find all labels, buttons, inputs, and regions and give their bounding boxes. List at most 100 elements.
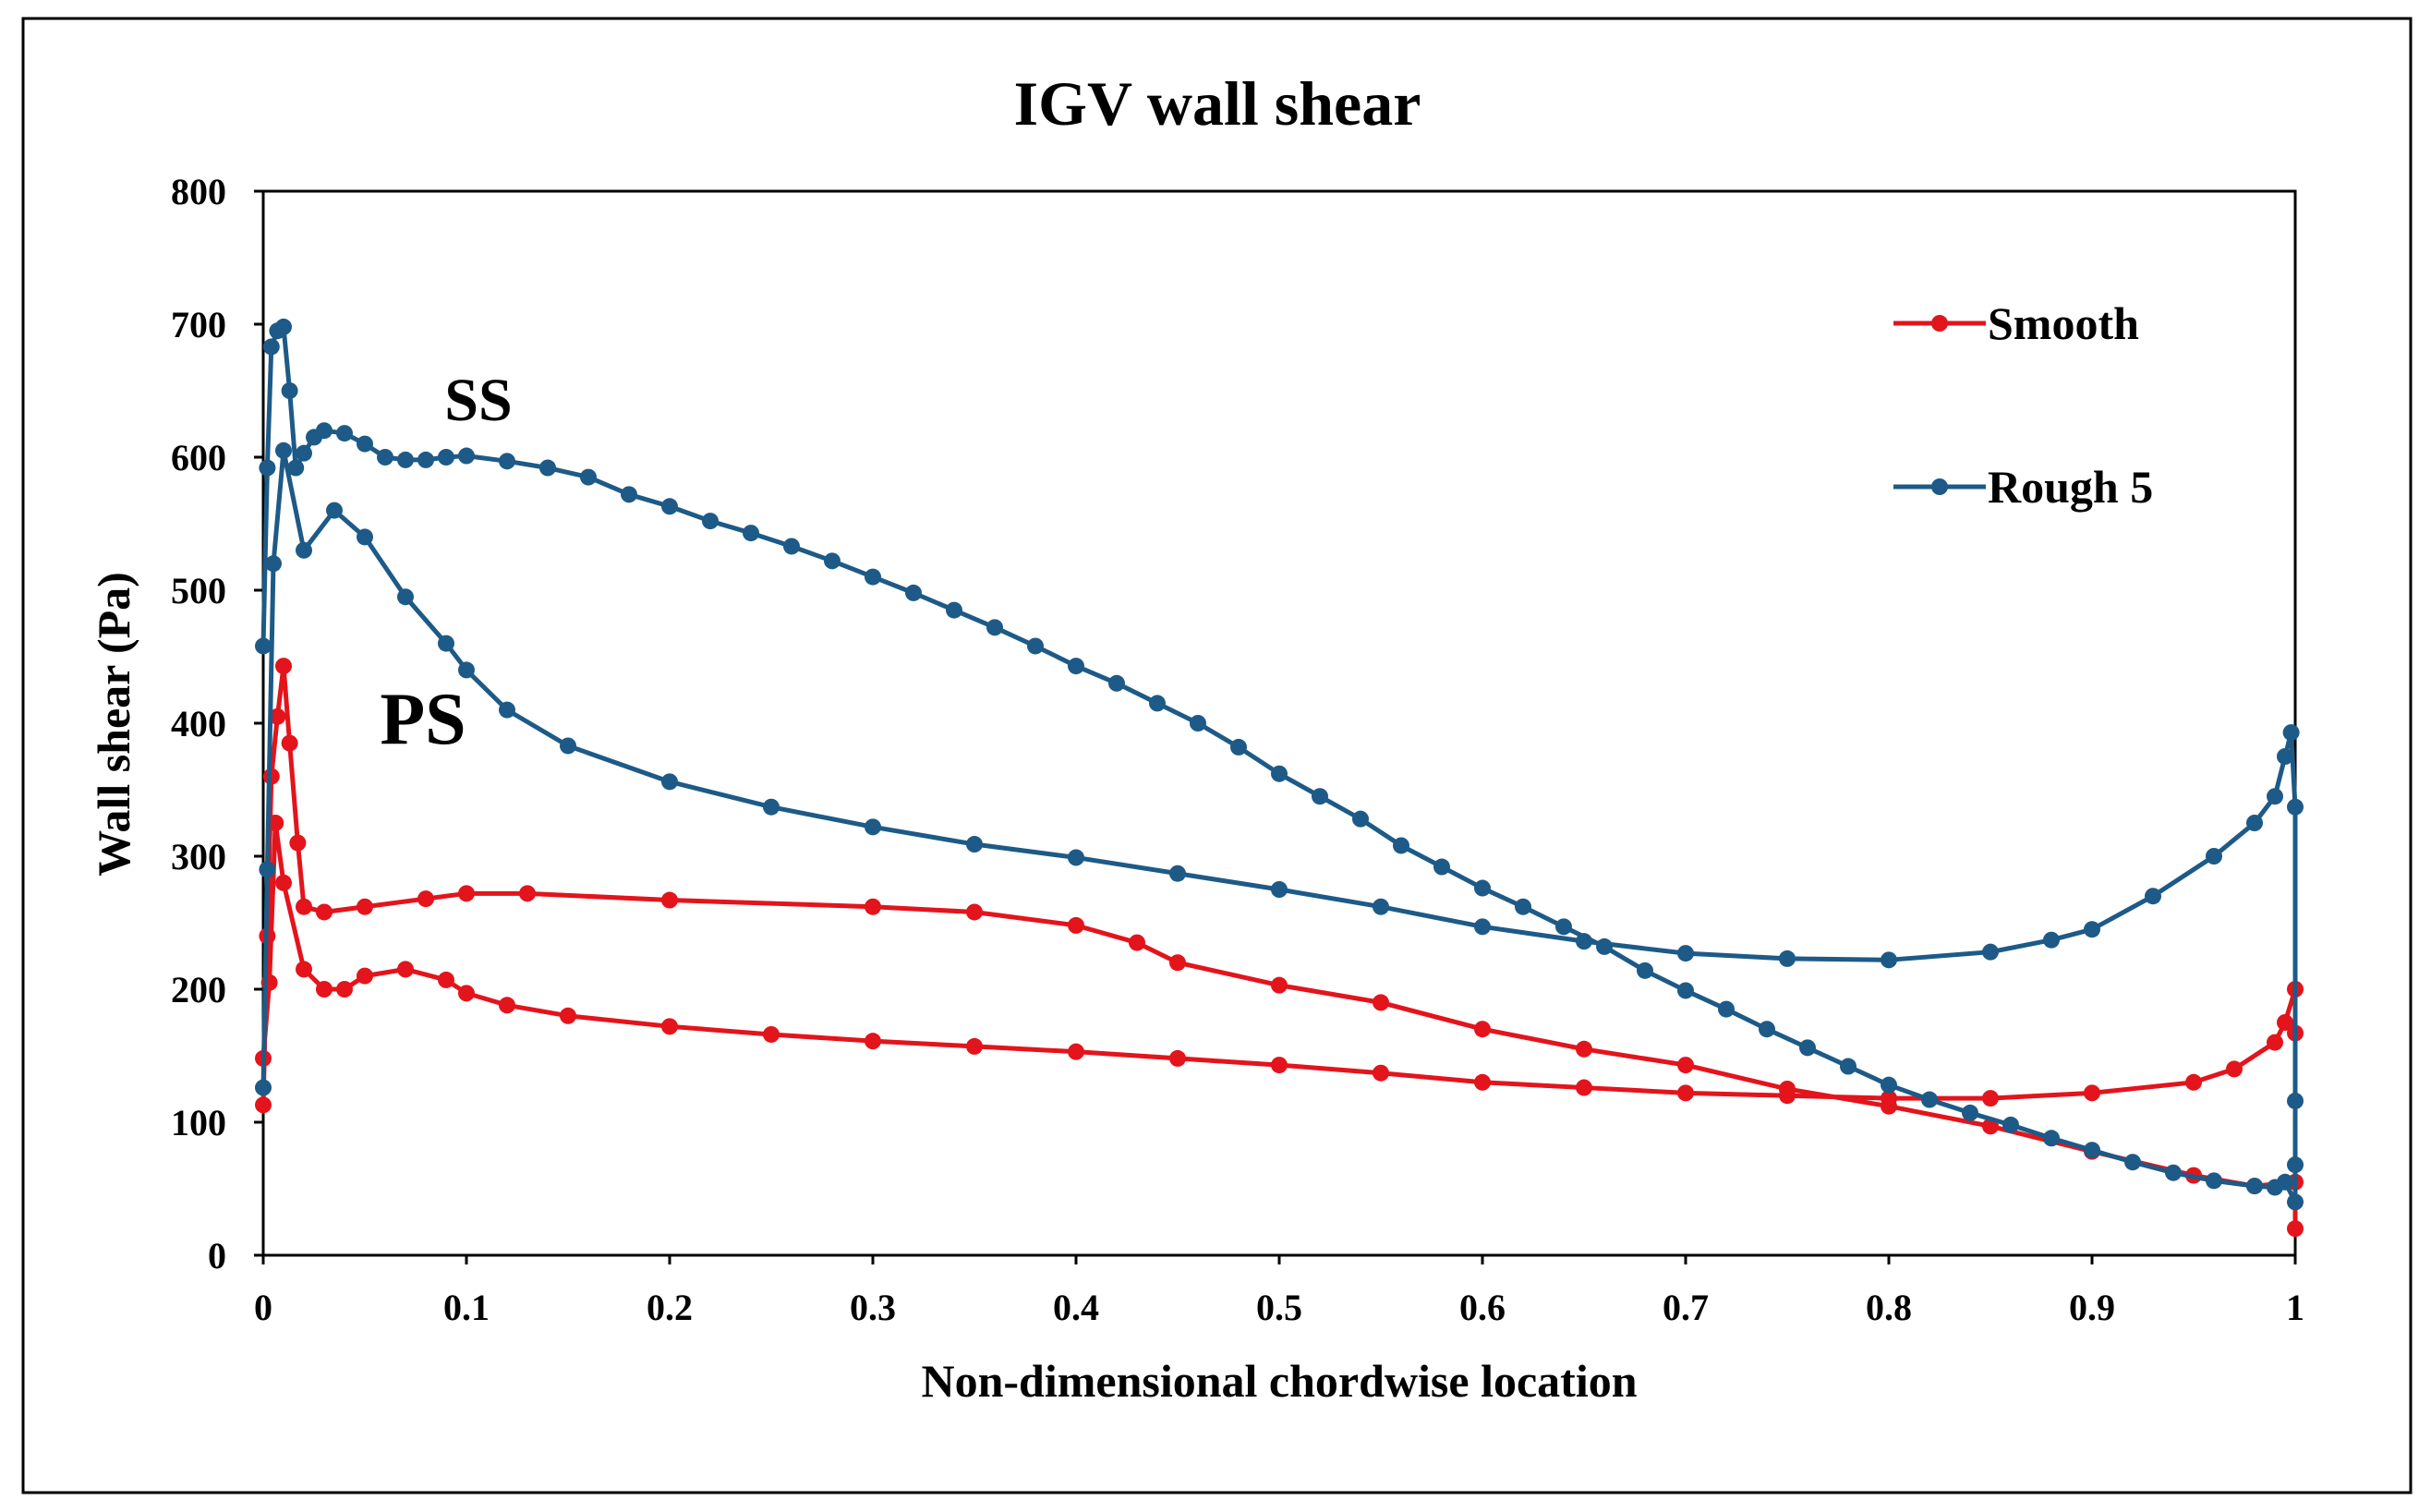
data-point xyxy=(1718,1000,1735,1018)
data-point xyxy=(2277,1014,2293,1031)
data-point xyxy=(1515,898,1531,915)
data-point xyxy=(1169,1049,1186,1067)
data-point xyxy=(296,898,312,915)
data-point xyxy=(336,981,353,998)
data-point xyxy=(1373,1064,1389,1082)
data-point xyxy=(296,444,312,462)
data-point xyxy=(1433,858,1450,876)
data-point xyxy=(336,425,353,442)
data-point xyxy=(2084,1142,2100,1159)
data-point xyxy=(1596,937,1613,955)
data-point xyxy=(560,737,576,755)
data-point xyxy=(1312,788,1328,805)
data-point xyxy=(2002,1116,2019,1133)
data-point xyxy=(661,498,678,515)
data-point xyxy=(1271,976,1288,994)
y-axis-title: Wall shear (Pa) xyxy=(88,572,139,877)
data-point xyxy=(1129,934,1145,951)
data-point xyxy=(1169,865,1186,882)
data-point xyxy=(458,661,475,679)
data-point xyxy=(275,658,292,675)
data-point xyxy=(1637,962,1653,979)
data-point xyxy=(2246,815,2263,831)
data-point xyxy=(499,997,515,1014)
legend-marker xyxy=(1931,478,1948,495)
annotation: PS xyxy=(380,679,466,760)
data-point xyxy=(1555,918,1572,936)
data-point xyxy=(1921,1091,1938,1108)
data-point xyxy=(275,874,292,891)
data-point xyxy=(1759,1021,1775,1038)
x-tick-label: 0 xyxy=(254,1287,272,1328)
legend-label: Rough 5 xyxy=(1988,461,2153,513)
data-point xyxy=(2185,1073,2202,1091)
data-point xyxy=(763,1025,780,1043)
data-point xyxy=(1190,715,1206,732)
data-point xyxy=(2206,848,2222,865)
data-point xyxy=(2267,1034,2283,1051)
data-point xyxy=(865,898,881,915)
data-point xyxy=(259,459,276,477)
data-point xyxy=(296,961,312,978)
data-point xyxy=(289,834,307,852)
data-point xyxy=(1169,954,1186,972)
data-point xyxy=(1352,810,1369,828)
data-point xyxy=(417,451,434,468)
data-point xyxy=(661,773,678,791)
data-point xyxy=(417,890,434,908)
data-point xyxy=(2287,1220,2304,1238)
data-point xyxy=(275,442,292,459)
data-point xyxy=(316,422,333,440)
data-point xyxy=(1840,1058,1857,1075)
data-point xyxy=(661,891,678,909)
data-point xyxy=(1068,1043,1084,1060)
x-tick-label: 0.7 xyxy=(1663,1287,1709,1328)
data-point xyxy=(357,898,373,915)
data-point xyxy=(265,555,282,573)
data-point xyxy=(281,382,298,399)
data-point xyxy=(438,635,454,652)
data-point xyxy=(824,552,841,570)
data-point xyxy=(1576,1079,1592,1096)
y-tick-label: 500 xyxy=(171,570,226,611)
data-point xyxy=(1068,916,1084,934)
data-point xyxy=(316,981,333,998)
data-point xyxy=(1068,849,1084,866)
data-point xyxy=(1881,951,1897,969)
data-point xyxy=(259,861,276,878)
data-point xyxy=(2277,748,2293,765)
x-tick-label: 0.9 xyxy=(2069,1287,2115,1328)
y-tick-label: 400 xyxy=(171,703,226,744)
y-tick-label: 200 xyxy=(171,969,226,1010)
data-point xyxy=(357,967,373,985)
data-point xyxy=(2206,1172,2222,1190)
data-point xyxy=(1962,1104,1978,1121)
data-point xyxy=(438,971,454,988)
data-point xyxy=(255,1096,272,1114)
data-point xyxy=(2287,798,2304,816)
data-point xyxy=(377,449,393,466)
data-point xyxy=(2246,1178,2263,1195)
data-point xyxy=(560,1007,576,1024)
x-tick-label: 0.2 xyxy=(647,1287,693,1328)
data-point xyxy=(255,1079,272,1096)
data-point xyxy=(458,985,475,1002)
data-point xyxy=(1576,933,1592,950)
data-point xyxy=(357,435,373,453)
data-point xyxy=(255,637,272,655)
data-point xyxy=(1677,1084,1694,1102)
data-point xyxy=(1881,1076,1897,1094)
x-axis-title: Non-dimensional chordwise location xyxy=(921,1355,1637,1407)
data-point xyxy=(269,708,286,725)
data-point xyxy=(2043,931,2060,949)
data-point xyxy=(1881,1090,1897,1107)
y-tick-label: 800 xyxy=(171,171,226,212)
data-point xyxy=(397,961,414,978)
x-tick-label: 1 xyxy=(2286,1287,2304,1328)
data-point xyxy=(946,601,962,619)
data-point xyxy=(865,568,881,586)
data-point xyxy=(2145,888,2161,905)
data-point xyxy=(1982,943,1999,961)
data-point xyxy=(262,338,280,356)
